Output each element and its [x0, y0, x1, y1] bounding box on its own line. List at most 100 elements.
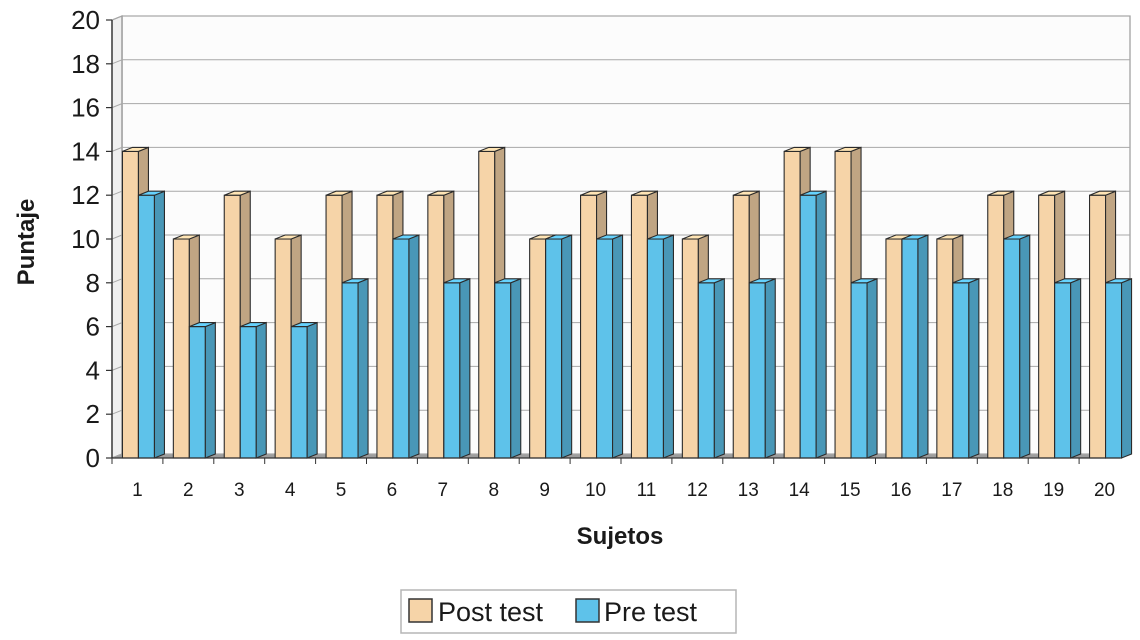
bar-pre-test-3 [239, 321, 267, 459]
bar-front [681, 238, 699, 459]
bar-top [478, 146, 505, 152]
bar-pre-test-5 [341, 277, 369, 459]
x-tick-label: 11 [637, 480, 657, 501]
bar-pre-test-18 [1003, 234, 1031, 459]
bar-side [255, 321, 267, 459]
bar-side [713, 277, 725, 459]
y-axis-title: Puntaje [13, 199, 40, 286]
legend: Post test Pre test [400, 589, 737, 634]
bar-top [936, 234, 964, 240]
bar-top [1089, 190, 1116, 196]
y-tick-label: 12 [71, 180, 100, 210]
bar-side [510, 277, 522, 459]
bar-top [783, 146, 811, 152]
bar-top [443, 278, 471, 284]
x-tick-label: 14 [789, 480, 811, 501]
legend-swatch-pre-test [575, 598, 600, 623]
gridline [111, 190, 123, 196]
bar-front [952, 282, 970, 459]
bar-top [698, 278, 725, 284]
x-tick-label: 16 [890, 480, 911, 501]
x-tick-label: 3 [234, 480, 245, 501]
x-tick-label: 9 [539, 480, 550, 501]
bar-top [376, 190, 404, 196]
x-tick-label: 20 [1094, 480, 1115, 501]
y-tick-label: 0 [86, 443, 100, 473]
bar-top [749, 278, 776, 284]
bar-front [646, 238, 665, 459]
bar-top [545, 234, 572, 240]
gridline [111, 409, 123, 415]
x-tick-label: 6 [387, 480, 398, 501]
bar-front [1089, 194, 1107, 459]
x-tick-label: 13 [738, 480, 759, 501]
bar-side [917, 234, 929, 459]
bar-front [443, 282, 461, 459]
x-tick-label: 2 [183, 480, 194, 501]
bar-top [987, 190, 1014, 196]
x-tick-label: 1 [132, 480, 143, 501]
bar-pre-test-9 [545, 234, 573, 459]
x-axis-ticks: 1 2 3 4 5 6 7 8 9 10 11 12 13 14 15 16 17 18 19 20 [111, 457, 1120, 501]
bar-top [189, 322, 216, 328]
legend-box [400, 589, 737, 634]
bar-front [529, 238, 547, 459]
bar-front [494, 282, 512, 459]
y-tick-label: 18 [71, 49, 100, 79]
bar-pre-test-12 [697, 277, 725, 459]
gridline [111, 146, 123, 152]
bar-side [306, 321, 318, 459]
gridline [111, 365, 123, 371]
legend-label-post-test: Post test [438, 597, 544, 627]
bar-front [376, 194, 394, 459]
gridline [111, 453, 123, 459]
bar-front [325, 194, 343, 459]
bar-front [172, 238, 190, 459]
bar-front [834, 150, 852, 459]
bar-front [1003, 238, 1021, 459]
x-tick-label: 4 [285, 480, 296, 501]
bar-front [630, 194, 649, 459]
bar-side [866, 277, 878, 459]
bar-pre-test-10 [595, 234, 624, 459]
bar-front [427, 194, 445, 459]
x-tick-label: 7 [438, 480, 449, 501]
bar-side [968, 277, 980, 459]
bar-pre-test-1 [137, 190, 165, 459]
bar-front [697, 282, 715, 459]
bar-top [1054, 278, 1081, 284]
x-tick-label: 10 [585, 480, 606, 501]
bar-front [1105, 282, 1123, 459]
bar-front [579, 194, 598, 459]
bar-top [1003, 234, 1030, 240]
bar-front [392, 238, 410, 459]
x-axis-title: Sujetos [577, 523, 664, 550]
bar-front [783, 150, 801, 459]
bar-front [732, 194, 750, 459]
bar-pre-test-20 [1105, 277, 1133, 459]
bar-top [138, 190, 165, 196]
bar-side [1019, 234, 1031, 459]
bar-front [901, 238, 919, 459]
bar-top [799, 190, 827, 196]
bar-front [239, 326, 257, 459]
y-axis-ticks: 0 2 4 6 8 10 12 14 16 18 20 [71, 5, 113, 473]
bar-pre-test-2 [188, 321, 216, 459]
bar-pre-test-7 [443, 277, 471, 459]
bar-top [392, 234, 420, 240]
bar-front [137, 194, 155, 459]
bar-front [748, 282, 766, 459]
bar-pre-test-4 [290, 321, 318, 459]
bar-pre-test-13 [748, 277, 776, 459]
y-tick-label: 2 [86, 399, 100, 429]
bar-side [561, 234, 573, 459]
bar-top [341, 278, 369, 284]
bar-pre-test-8 [494, 277, 522, 459]
y-tick-label: 14 [71, 136, 100, 166]
gridline [111, 103, 123, 109]
x-tick-label: 19 [1043, 480, 1064, 501]
bar-top [733, 190, 760, 196]
y-tick-label: 4 [86, 355, 100, 385]
